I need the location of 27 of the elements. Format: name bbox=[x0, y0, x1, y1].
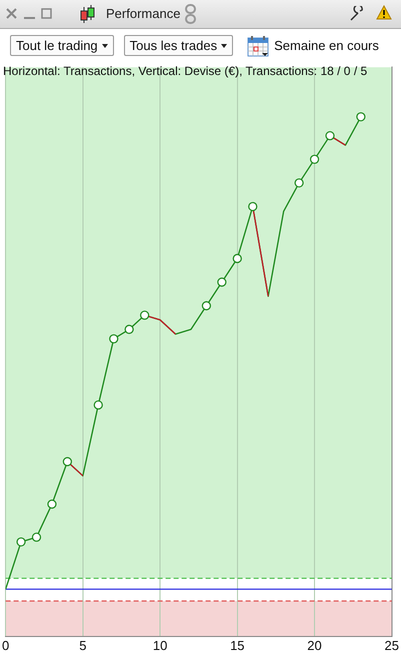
chart-subtitle: Horizontal: Transactions, Vertical: Devise (€), Transactions: 18 / 0 / 5 bbox=[3, 64, 368, 78]
point bbox=[62, 457, 72, 466]
chart-title: Performance bbox=[106, 6, 180, 21]
point bbox=[294, 178, 304, 188]
point bbox=[248, 202, 258, 212]
point bbox=[325, 131, 335, 140]
point bbox=[140, 310, 150, 320]
x-tick-label: 25 bbox=[384, 638, 400, 653]
x-tick-label: 5 bbox=[79, 638, 86, 653]
x-tick-label: 15 bbox=[230, 638, 245, 653]
x-tick-label: 10 bbox=[152, 638, 168, 653]
point bbox=[356, 112, 366, 122]
point bbox=[109, 334, 118, 344]
point bbox=[94, 400, 103, 410]
point bbox=[217, 278, 226, 287]
x-tick-label: 0 bbox=[2, 638, 10, 653]
text: Semaine en cours bbox=[274, 38, 379, 53]
text: Tous les trades bbox=[130, 38, 218, 53]
point bbox=[202, 301, 212, 310]
point bbox=[47, 500, 57, 509]
point bbox=[32, 532, 42, 542]
point bbox=[310, 154, 320, 164]
x-tick-label: 20 bbox=[307, 638, 322, 653]
point bbox=[16, 537, 26, 547]
text: Tout le trading bbox=[16, 38, 98, 53]
point bbox=[124, 324, 134, 334]
point bbox=[232, 254, 242, 264]
